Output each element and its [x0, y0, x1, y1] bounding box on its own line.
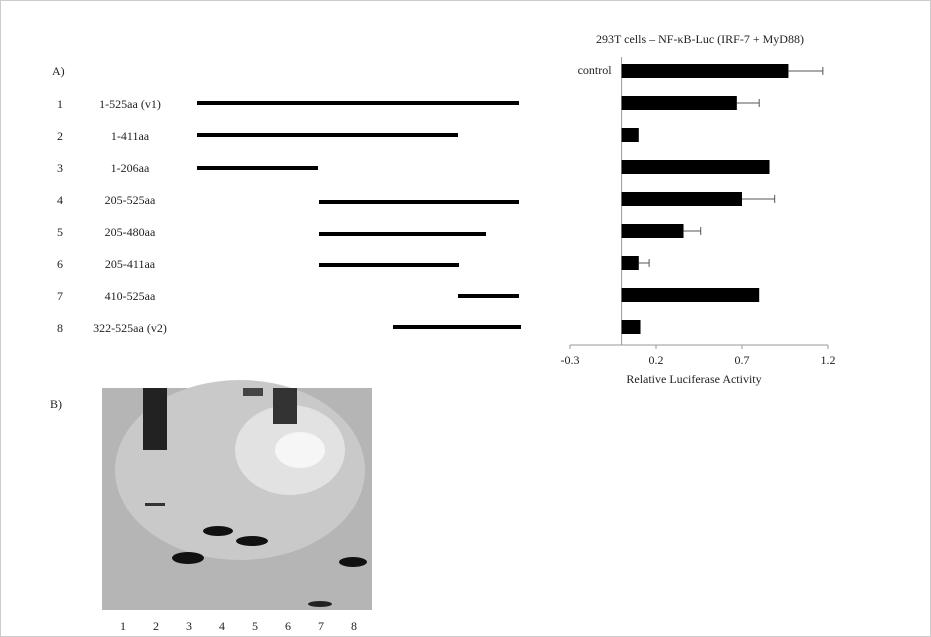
construct-number: 6 [57, 257, 63, 271]
bar [622, 64, 789, 78]
x-tick-label: 0.2 [649, 353, 664, 367]
x-tick-label: -0.3 [561, 353, 580, 367]
figure: A) B) 293T cells – NF-κB-Luc (IRF-7 + My… [0, 0, 931, 637]
y-tick-label: control [578, 63, 613, 77]
construct-label: 410-525aa [105, 289, 156, 303]
construct-number: 1 [57, 97, 63, 111]
bar [622, 96, 737, 110]
lane-label: 1 [120, 619, 126, 633]
construct-number: 2 [57, 129, 63, 143]
bar [622, 288, 760, 302]
construct-label: 1-411aa [111, 129, 150, 143]
gel-band [203, 526, 233, 536]
lane-label: 6 [285, 619, 291, 633]
construct-label: 322-525aa (v2) [93, 321, 167, 335]
lane-label: 3 [186, 619, 192, 633]
lane-label: 7 [318, 619, 324, 633]
construct-number: 8 [57, 321, 63, 335]
bar [622, 256, 639, 270]
construct-label: 1-525aa (v1) [99, 97, 161, 111]
x-tick-label: 1.2 [821, 353, 836, 367]
construct-number: 5 [57, 225, 63, 239]
bar [622, 160, 770, 174]
lane-label: 2 [153, 619, 159, 633]
bar [622, 192, 742, 206]
lane-label: 4 [219, 619, 225, 633]
gel-band [243, 388, 263, 396]
lane-label: 8 [351, 619, 357, 633]
chart-title: 293T cells – NF-κB-Luc (IRF-7 + MyD88) [596, 32, 804, 46]
gel-band [145, 503, 165, 506]
gel-region [275, 432, 325, 468]
gel [102, 380, 372, 610]
construct-number: 4 [57, 193, 63, 207]
construct-label: 205-411aa [105, 257, 156, 271]
panel-label: B) [50, 397, 62, 411]
lane-label: 5 [252, 619, 258, 633]
gel-band [308, 601, 332, 607]
x-tick-label: 0.7 [735, 353, 750, 367]
construct-number: 3 [57, 161, 63, 175]
construct-label: 205-525aa [105, 193, 156, 207]
x-axis-label: Relative Luciferase Activity [626, 372, 761, 386]
construct-number: 7 [57, 289, 63, 303]
panel-label: A) [52, 64, 65, 78]
construct-label: 1-206aa [111, 161, 150, 175]
bar [622, 128, 639, 142]
construct-label: 205-480aa [105, 225, 156, 239]
gel-band [236, 536, 268, 546]
gel-band [143, 388, 167, 450]
bar [622, 320, 641, 334]
bar [622, 224, 684, 238]
gel-band [339, 557, 367, 567]
gel-band [172, 552, 204, 564]
gel-band [273, 388, 297, 424]
